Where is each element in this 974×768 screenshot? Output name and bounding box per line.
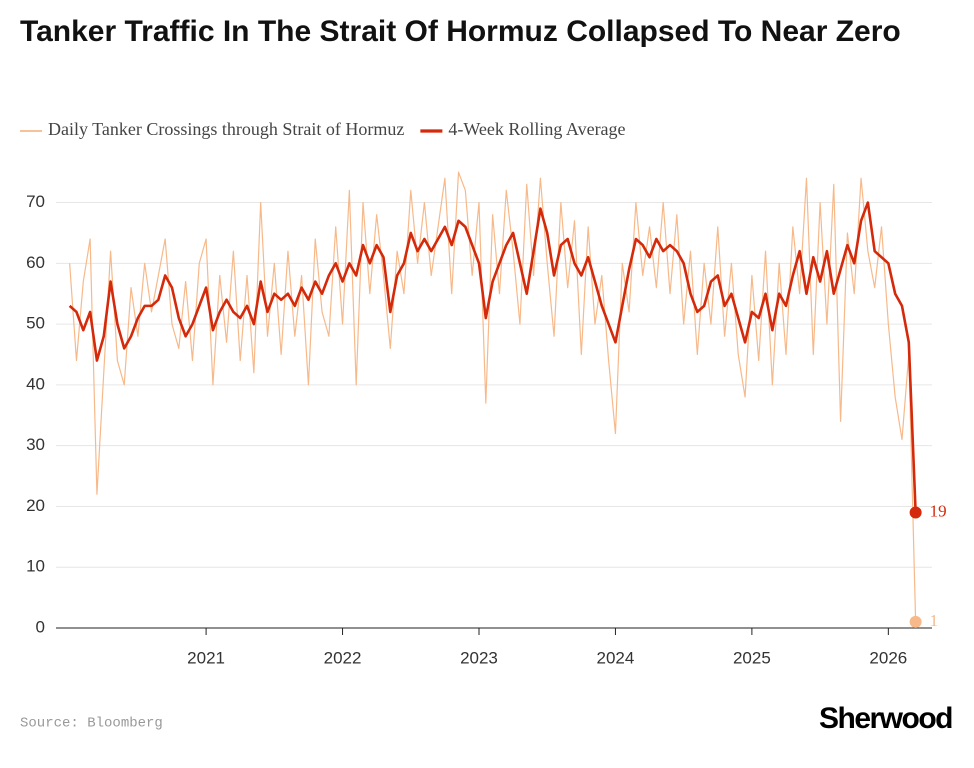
y-tick-label: 10 [26, 557, 45, 576]
end-point [909, 615, 922, 628]
x-tick-label: 2023 [460, 648, 498, 667]
y-tick-label: 30 [26, 435, 45, 454]
y-tick-label: 40 [26, 374, 45, 393]
end-label: 1 [930, 611, 939, 630]
x-tick-label: 2021 [187, 648, 225, 667]
series-line [68, 201, 917, 513]
y-tick-label: 50 [26, 314, 45, 333]
end-point [909, 506, 922, 519]
source: Source: Bloomberg [20, 716, 163, 732]
y-tick-label: 70 [26, 192, 45, 211]
legend-label: 4-Week Rolling Average [448, 119, 625, 139]
legend-label: Daily Tanker Crossings through Strait of… [48, 119, 404, 139]
x-tick-label: 2026 [869, 648, 907, 667]
end-label: 19 [930, 501, 947, 520]
y-tick-label: 20 [26, 496, 45, 515]
series-line [69, 171, 917, 622]
y-tick-label: 60 [26, 253, 45, 272]
brand-logo: Sherwood [819, 702, 952, 735]
x-tick-label: 2024 [597, 648, 635, 667]
y-tick-label: 0 [36, 617, 45, 636]
x-tick-label: 2025 [733, 648, 771, 667]
chart-title: Tanker Traffic In The Strait Of Hormuz C… [20, 15, 901, 48]
x-tick-label: 2022 [324, 648, 362, 667]
